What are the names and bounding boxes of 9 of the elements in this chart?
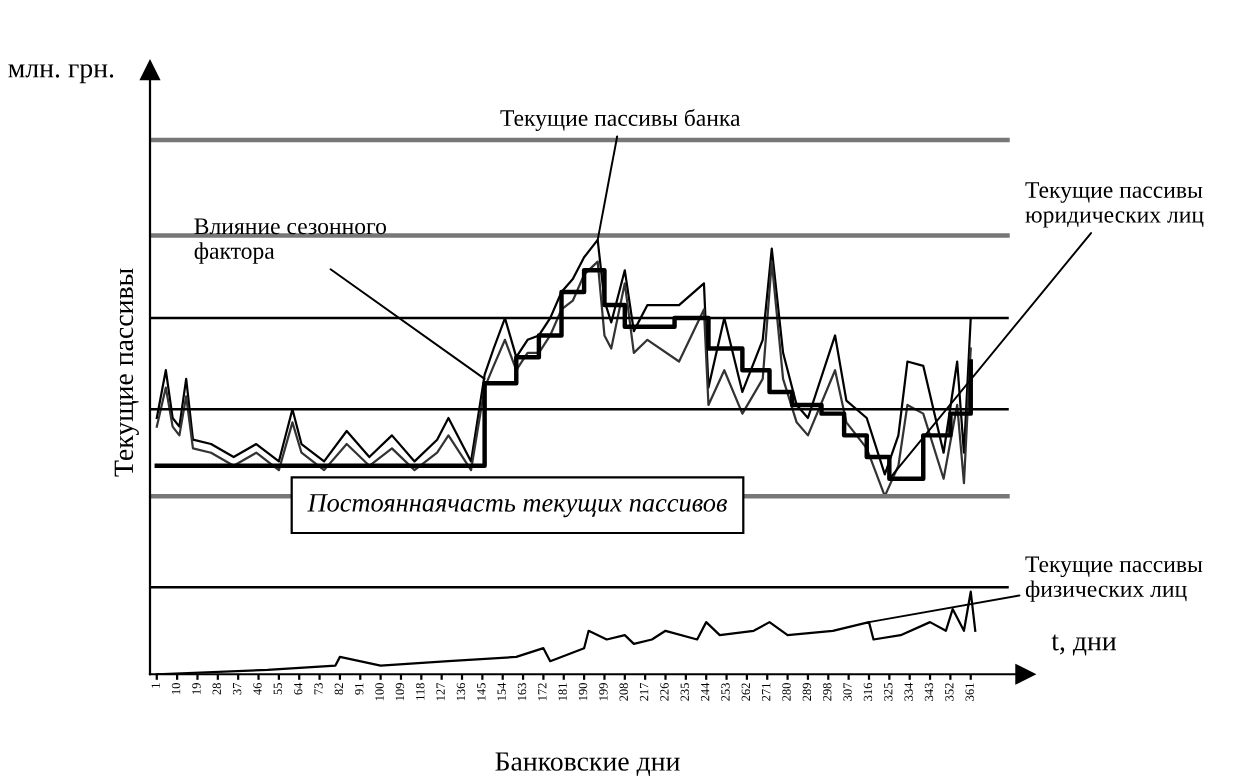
annotation: Текущие пассивы банка [500, 108, 741, 131]
annotation: Влияние сезонного фактора [194, 218, 387, 264]
x-axis-title: Банковские дни [495, 752, 680, 776]
y-axis-title: Текущие пассивы [114, 268, 139, 477]
text: млн. грн. [8, 64, 114, 84]
annotation: Постояннаячасть текущих пассивов [307, 494, 727, 518]
annotation: Текущие пассивы физических лиц [1025, 556, 1203, 602]
annotation: Текущие пассивы юридических лиц [1025, 182, 1204, 228]
text: t, дни [1051, 634, 1117, 656]
